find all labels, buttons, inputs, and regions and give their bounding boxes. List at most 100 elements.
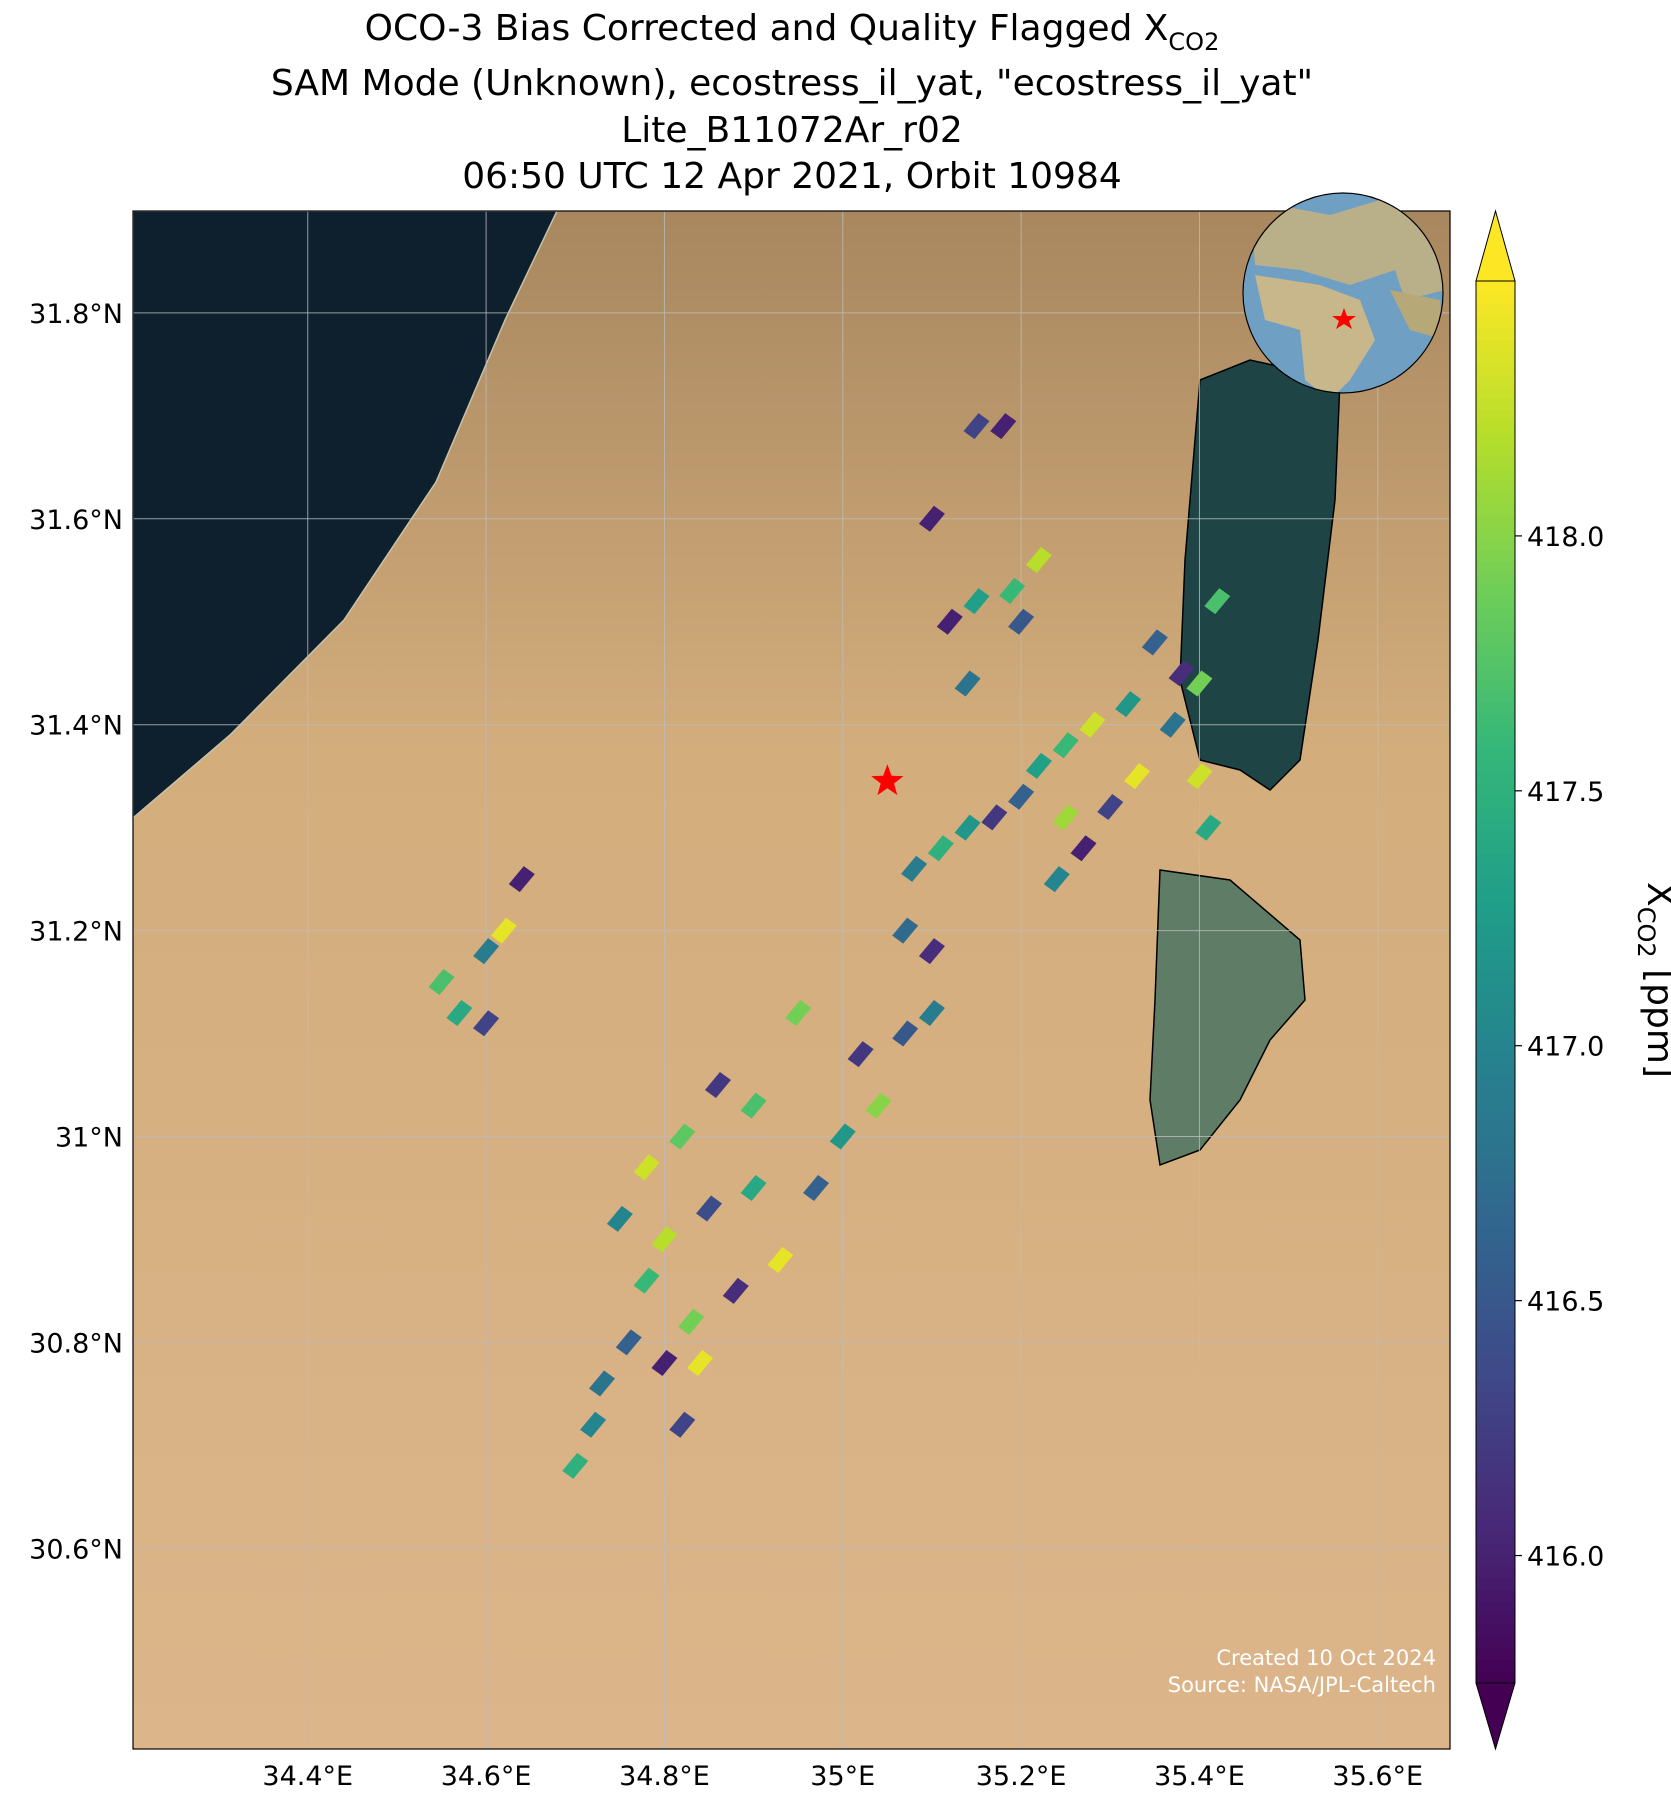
colorbar-segment [1476, 514, 1515, 527]
colorbar-segment [1476, 1425, 1515, 1439]
colorbar-segment [1476, 1320, 1515, 1334]
colorbar-segment [1476, 1239, 1515, 1252]
sounding [1141, 629, 1168, 656]
sounding [651, 1226, 678, 1253]
colorbar-segment [1476, 1180, 1515, 1193]
colorbar-label-subscript: CO2 [1632, 907, 1660, 958]
colorbar-segment [1476, 1461, 1515, 1474]
colorbar-segment [1476, 1355, 1515, 1369]
colorbar-segment [1476, 1379, 1515, 1392]
y-tick-label: 31.6°N [29, 505, 123, 536]
colorbar-segment [1476, 386, 1515, 399]
colorbar-tick-label: 418.0 [1527, 522, 1604, 553]
y-tick-label: 31°N [55, 1122, 123, 1153]
sounding [722, 1277, 749, 1304]
colorbar-segment [1476, 1554, 1515, 1567]
subtitle: Lite_B11072Ar_r02 [621, 110, 963, 151]
colorbar-segment [1476, 608, 1515, 621]
colorbar-frame [1475, 280, 1516, 1684]
sounding [1195, 814, 1222, 841]
colorbar-segment [1476, 421, 1515, 434]
colorbar-segment [1476, 806, 1515, 820]
colorbar-segment [1476, 1367, 1515, 1380]
colorbar-segment [1476, 900, 1515, 913]
colorbar-segment [1476, 1659, 1515, 1672]
colorbar-segment [1476, 456, 1515, 469]
colorbar-segment [1476, 1098, 1515, 1112]
colorbar-segment [1476, 760, 1515, 773]
colorbar-segment [1476, 1671, 1515, 1684]
colorbar-segment [1476, 1577, 1515, 1591]
sounding [1168, 660, 1195, 687]
colorbar-segment [1476, 1449, 1515, 1462]
y-tick-label: 31.8°N [29, 299, 123, 330]
subtitle: 06:50 UTC 12 Apr 2021, Orbit 10984 [462, 156, 1122, 197]
colorbar-segment [1476, 397, 1515, 411]
sounding [1052, 732, 1079, 759]
colorbar-segment [1476, 561, 1515, 574]
colorbar-segment [1476, 1297, 1515, 1310]
sounding [473, 1010, 500, 1037]
colorbar-segment [1476, 958, 1515, 971]
colorbar-segment [1476, 467, 1515, 481]
colorbar-segment [1476, 631, 1515, 644]
colorbar-segment [1476, 830, 1515, 843]
colorbar-segment [1476, 795, 1515, 808]
colorbar-segment [1476, 538, 1515, 551]
colorbar-segment [1476, 678, 1515, 691]
colorbar-segment [1476, 701, 1515, 714]
colorbar-segment [1476, 1647, 1515, 1661]
colorbar-segment [1476, 292, 1515, 305]
sounding [1097, 794, 1124, 821]
title-subscript: CO2 [1168, 28, 1219, 56]
colorbar-segment [1476, 888, 1515, 901]
colorbar-segment [1476, 351, 1515, 364]
colorbar-segment [1476, 666, 1515, 679]
colorbar-tick-label: 417.5 [1527, 777, 1604, 808]
colorbar-segment [1476, 479, 1515, 492]
colorbar-segment [1476, 911, 1515, 925]
sounding [918, 938, 945, 965]
sounding [615, 1329, 642, 1356]
sounding [963, 413, 990, 440]
colorbar-segment [1476, 1542, 1515, 1556]
colorbar-segment [1476, 724, 1515, 738]
colorbar-tick-label: 417.0 [1527, 1032, 1604, 1063]
colorbar-segment [1476, 1274, 1515, 1287]
colorbar-segment [1476, 1040, 1515, 1053]
x-tick-label: 35°E [810, 1761, 875, 1792]
globe-inset [1242, 192, 1444, 394]
colorbar-segment [1476, 1390, 1515, 1404]
colorbar-segment [1476, 736, 1515, 749]
colorbar-segment [1476, 526, 1515, 539]
colorbar-segment [1476, 1227, 1515, 1240]
title-main: OCO-3 Bias Corrected and Quality Flagged… [365, 8, 1169, 49]
colorbar-segment [1476, 1402, 1515, 1415]
colorbar-segment [1476, 1589, 1515, 1602]
colorbar-segment [1476, 853, 1515, 866]
colorbar-segment [1476, 432, 1515, 446]
colorbar-segment [1476, 865, 1515, 878]
sounding [901, 855, 928, 882]
title: OCO-3 Bias Corrected and Quality Flagged… [365, 8, 1220, 56]
sounding [954, 670, 981, 697]
sounding [606, 1205, 633, 1232]
x-tick-label: 34.8°E [619, 1761, 710, 1792]
colorbar-tick-label: 416.5 [1527, 1287, 1604, 1318]
colorbar-segment [1476, 946, 1515, 960]
colorbar-segment [1476, 771, 1515, 784]
sounding [990, 413, 1017, 440]
colorbar-segment [1476, 1122, 1515, 1135]
x-tick-label: 34.6°E [441, 1761, 532, 1792]
sounding [651, 1349, 678, 1376]
sounding [1043, 866, 1070, 893]
sounding [740, 1174, 767, 1201]
colorbar-segment [1476, 643, 1515, 656]
sounding [589, 1370, 616, 1397]
sounding [669, 1411, 696, 1438]
sounding [1204, 588, 1231, 615]
y-tick-label: 30.8°N [29, 1328, 123, 1359]
globe-target [1332, 308, 1356, 329]
colorbar-segment [1476, 841, 1515, 855]
colorbar-tick-label: 416.0 [1527, 1542, 1604, 1573]
